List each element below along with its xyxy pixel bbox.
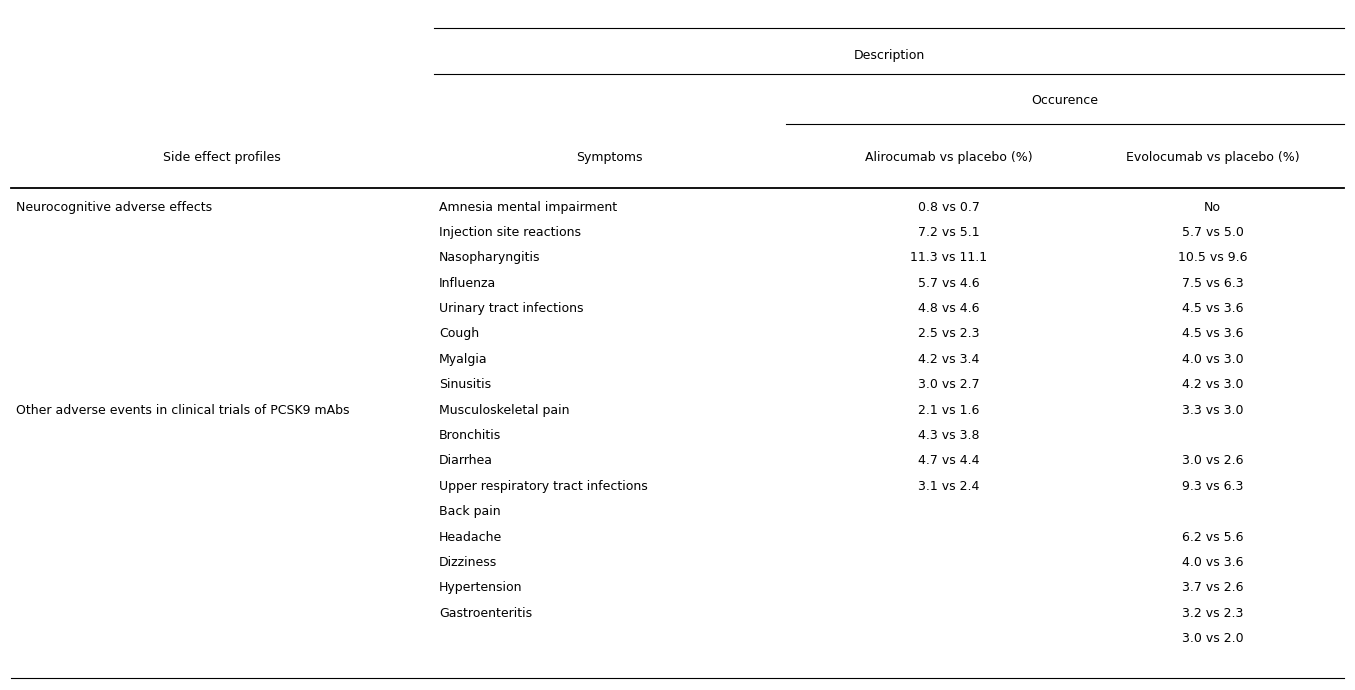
- Text: Injection site reactions: Injection site reactions: [439, 226, 581, 239]
- Text: 3.0 vs 2.7: 3.0 vs 2.7: [917, 378, 980, 391]
- Text: Symptoms: Symptoms: [576, 151, 644, 164]
- Text: 4.7 vs 4.4: 4.7 vs 4.4: [917, 455, 980, 467]
- Text: Other adverse events in clinical trials of PCSK9 mAbs: Other adverse events in clinical trials …: [16, 404, 350, 417]
- Text: Amnesia mental impairment: Amnesia mental impairment: [439, 201, 617, 213]
- Text: 3.7 vs 2.6: 3.7 vs 2.6: [1182, 582, 1244, 594]
- Text: Alirocumab vs placebo (%): Alirocumab vs placebo (%): [864, 151, 1033, 164]
- Text: Myalgia: Myalgia: [439, 353, 488, 366]
- Text: 3.3 vs 3.0: 3.3 vs 3.0: [1182, 404, 1244, 417]
- Text: Neurocognitive adverse effects: Neurocognitive adverse effects: [16, 201, 213, 213]
- Text: 9.3 vs 6.3: 9.3 vs 6.3: [1182, 480, 1244, 493]
- Text: 2.1 vs 1.6: 2.1 vs 1.6: [917, 404, 980, 417]
- Text: 2.5 vs 2.3: 2.5 vs 2.3: [917, 328, 980, 340]
- Text: Sinusitis: Sinusitis: [439, 378, 491, 391]
- Text: 4.3 vs 3.8: 4.3 vs 3.8: [917, 429, 980, 442]
- Text: 10.5 vs 9.6: 10.5 vs 9.6: [1177, 251, 1248, 264]
- Text: 7.2 vs 5.1: 7.2 vs 5.1: [917, 226, 980, 239]
- Text: Occurence: Occurence: [1031, 94, 1099, 106]
- Text: No: No: [1205, 201, 1221, 213]
- Text: Dizziness: Dizziness: [439, 556, 497, 569]
- Text: Diarrhea: Diarrhea: [439, 455, 493, 467]
- Text: Musculoskeletal pain: Musculoskeletal pain: [439, 404, 569, 417]
- Text: Nasopharyngitis: Nasopharyngitis: [439, 251, 541, 264]
- Text: 7.5 vs 6.3: 7.5 vs 6.3: [1182, 277, 1244, 290]
- Text: 3.1 vs 2.4: 3.1 vs 2.4: [917, 480, 980, 493]
- Text: 6.2 vs 5.6: 6.2 vs 5.6: [1182, 531, 1244, 544]
- Text: 4.8 vs 4.6: 4.8 vs 4.6: [917, 302, 980, 315]
- Text: 3.2 vs 2.3: 3.2 vs 2.3: [1182, 607, 1244, 620]
- Text: Side effect profiles: Side effect profiles: [164, 151, 280, 164]
- Text: Back pain: Back pain: [439, 505, 500, 518]
- Text: Hypertension: Hypertension: [439, 582, 523, 594]
- Text: 4.2 vs 3.0: 4.2 vs 3.0: [1182, 378, 1244, 391]
- Text: Bronchitis: Bronchitis: [439, 429, 501, 442]
- Text: 5.7 vs 4.6: 5.7 vs 4.6: [917, 277, 980, 290]
- Text: 11.3 vs 11.1: 11.3 vs 11.1: [911, 251, 986, 264]
- Text: Description: Description: [854, 49, 924, 61]
- Text: 4.0 vs 3.6: 4.0 vs 3.6: [1182, 556, 1244, 569]
- Text: Cough: Cough: [439, 328, 480, 340]
- Text: 3.0 vs 2.6: 3.0 vs 2.6: [1182, 455, 1244, 467]
- Text: 4.2 vs 3.4: 4.2 vs 3.4: [917, 353, 980, 366]
- Text: Influenza: Influenza: [439, 277, 496, 290]
- Text: Gastroenteritis: Gastroenteritis: [439, 607, 533, 620]
- Text: 5.7 vs 5.0: 5.7 vs 5.0: [1182, 226, 1244, 239]
- Text: Upper respiratory tract infections: Upper respiratory tract infections: [439, 480, 648, 493]
- Text: 0.8 vs 0.7: 0.8 vs 0.7: [917, 201, 980, 213]
- Text: 4.0 vs 3.0: 4.0 vs 3.0: [1182, 353, 1244, 366]
- Text: Evolocumab vs placebo (%): Evolocumab vs placebo (%): [1126, 151, 1299, 164]
- Text: 3.0 vs 2.0: 3.0 vs 2.0: [1182, 632, 1244, 645]
- Text: Urinary tract infections: Urinary tract infections: [439, 302, 584, 315]
- Text: 4.5 vs 3.6: 4.5 vs 3.6: [1182, 328, 1244, 340]
- Text: 4.5 vs 3.6: 4.5 vs 3.6: [1182, 302, 1244, 315]
- Text: Headache: Headache: [439, 531, 503, 544]
